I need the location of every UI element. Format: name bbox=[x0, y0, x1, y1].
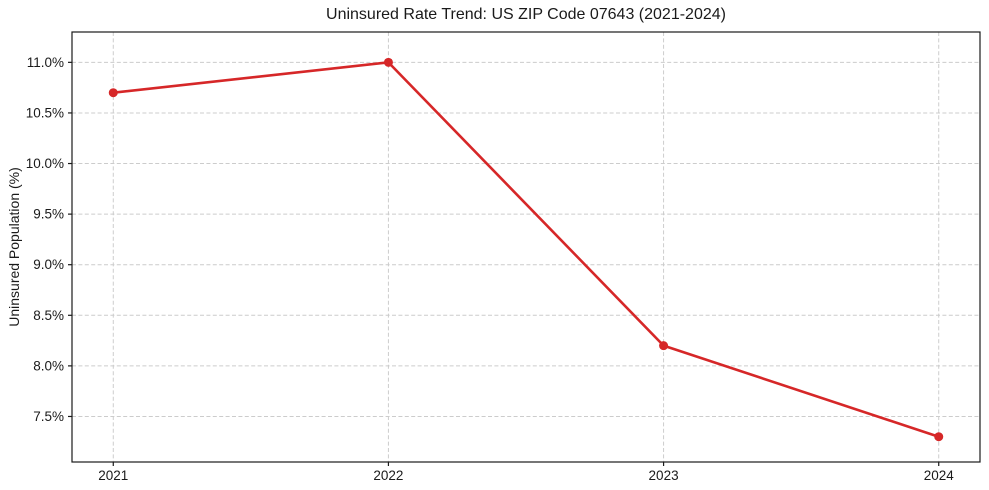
y-tick-label: 9.5% bbox=[33, 207, 64, 222]
chart-title: Uninsured Rate Trend: US ZIP Code 07643 … bbox=[326, 6, 726, 23]
data-point-marker bbox=[934, 432, 944, 442]
trend-line bbox=[111, 61, 941, 439]
data-point-marker bbox=[383, 57, 393, 67]
y-tick-label: 8.5% bbox=[33, 308, 64, 323]
x-tick-label: 2023 bbox=[649, 468, 679, 483]
y-tick-label: 11.0% bbox=[27, 55, 64, 70]
x-tick-label: 2021 bbox=[98, 468, 128, 483]
plot-frame bbox=[71, 31, 981, 463]
y-tick-label: 10.5% bbox=[26, 105, 64, 120]
data-point-marker bbox=[659, 341, 669, 351]
y-tick-label: 9.0% bbox=[33, 257, 64, 272]
data-point-marker bbox=[108, 88, 118, 98]
x-tick-label: 2024 bbox=[924, 468, 955, 483]
y-tick-label: 8.0% bbox=[33, 358, 64, 373]
y-tick-label: 10.0% bbox=[26, 156, 64, 171]
x-tick-label: 2022 bbox=[373, 468, 403, 483]
y-tick-label: 7.5% bbox=[33, 409, 64, 424]
